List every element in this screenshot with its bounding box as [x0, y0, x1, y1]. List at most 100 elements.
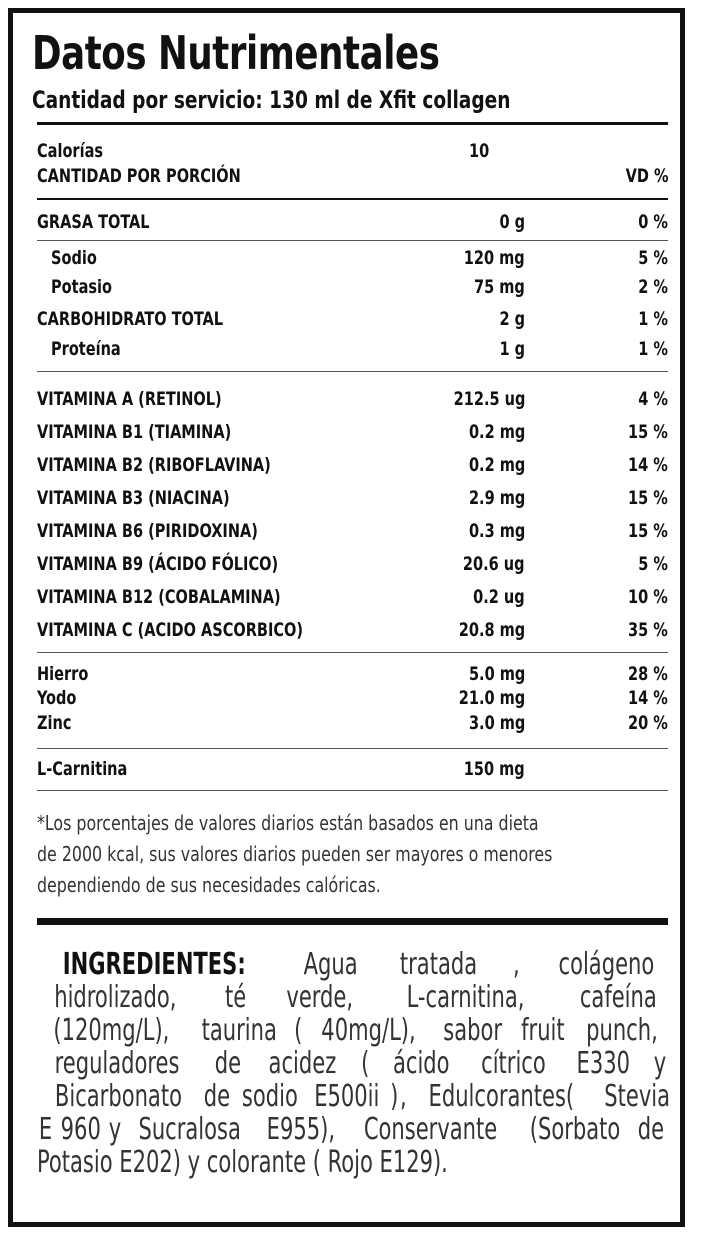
vitamin-percent: 15 %	[628, 520, 668, 542]
nutrient-percent: 1 %	[638, 308, 668, 330]
ingredient-word: Bicarbonato	[54, 1079, 182, 1114]
nutrient-row: Sodio 120 mg 5 %	[37, 246, 668, 270]
ingredients-line: E 960 y Sucralosa E955), Conservante (So…	[37, 1113, 668, 1146]
nutrient-name: GRASA TOTAL	[37, 211, 150, 233]
nutrient-amount: 75 mg	[474, 276, 525, 298]
mineral-name: Zinc	[37, 712, 72, 734]
ingredient-word: colágeno	[558, 947, 655, 982]
calories-label: Calorías	[37, 140, 104, 162]
vitamin-percent: 15 %	[628, 487, 668, 509]
ingredients-section: INGREDIENTES: Agua tratada , colágeno hi…	[37, 947, 670, 1180]
vitamin-row: VITAMINA C (ACIDO ASCORBICO) 20.8 mg 35 …	[37, 618, 668, 642]
nutrient-percent: 1 %	[638, 338, 668, 360]
nutrient-name: Proteína	[51, 338, 121, 360]
ingredient-word: de	[215, 1046, 242, 1081]
vitamin-amount: 2.9 mg	[468, 487, 525, 509]
ingredients-heading: INGREDIENTES:	[62, 947, 246, 982]
ingredient-word: )	[390, 1079, 399, 1114]
vitamin-amount: 0.2 ug	[473, 586, 525, 608]
ingredient-word: (120mg/L),	[53, 1013, 170, 1048]
nutrient-row: GRASA TOTAL 0 g 0 %	[37, 210, 668, 234]
ingredients-line: (120mg/L), taurina ( 40mg/L), sabor frui…	[37, 1014, 668, 1047]
vitamin-amount: 212.5 ug	[453, 388, 525, 410]
vitamin-row: VITAMINA B2 (RIBOFLAVINA) 0.2 mg 14 %	[37, 453, 668, 477]
mineral-name: Yodo	[37, 687, 77, 709]
ingredient-word: E330	[576, 1046, 631, 1081]
nutrient-row: Proteína 1 g 1 %	[37, 337, 668, 361]
carnitine-amount: 150 mg	[464, 758, 525, 780]
ingredient-word: punch,	[586, 1013, 658, 1048]
ingredient-word: cafeína	[580, 980, 658, 1015]
ingredient-word: de	[637, 1112, 665, 1147]
ingredient-word: cítrico	[481, 1046, 546, 1081]
serving-size: Cantidad por servicio: 130 ml de Xfit co…	[32, 86, 511, 114]
vitamin-row: VITAMINA B6 (PIRIDOXINA) 0.3 mg 15 %	[37, 519, 668, 543]
thick-divider	[37, 918, 668, 925]
mineral-percent: 20 %	[628, 712, 668, 734]
ingredient-word: reguladores	[54, 1046, 180, 1081]
calories-row: Calorías 10	[37, 139, 668, 163]
divider	[37, 122, 668, 125]
footnote-line: dependiendo de sus necesidades calóricas…	[37, 873, 381, 897]
vitamin-name: VITAMINA B12 (COBALAMINA)	[37, 586, 281, 608]
mineral-amount: 3.0 mg	[468, 712, 525, 734]
nutrient-percent: 5 %	[638, 247, 668, 269]
vitamin-name: VITAMINA B3 (NIACINA)	[37, 487, 230, 509]
divider	[37, 748, 668, 749]
ingredient-word: sodio	[241, 1079, 298, 1114]
mineral-row: Hierro 5.0 mg 28 %	[37, 662, 668, 686]
vitamin-amount: 0.2 mg	[468, 454, 525, 476]
ingredient-word: fruit	[521, 1013, 565, 1048]
ingredient-word: acidez	[268, 1046, 337, 1081]
portion-header-row: CANTIDAD POR PORCIÓN VD %	[37, 164, 668, 188]
vitamin-name: VITAMINA B6 (PIRIDOXINA)	[37, 520, 258, 542]
ingredient-word: verde,	[286, 980, 353, 1015]
calories-value: 10	[469, 140, 490, 162]
vitamin-name: VITAMINA A (RETINOL)	[37, 388, 222, 410]
vitamin-name: VITAMINA B2 (RIBOFLAVINA)	[37, 454, 271, 476]
nutrient-name: CARBOHIDRATO TOTAL	[37, 308, 224, 330]
vitamin-amount: 0.2 mg	[468, 421, 525, 443]
ingredient-word: (Sorbato	[529, 1112, 621, 1147]
ingredient-word: y	[109, 1112, 122, 1147]
ingredient-word: Sucralosa	[138, 1112, 242, 1147]
vitamin-percent: 15 %	[628, 421, 668, 443]
ingredient-word: té	[224, 980, 246, 1015]
ingredient-word: E500ii	[314, 1079, 380, 1114]
mineral-percent: 28 %	[628, 663, 668, 685]
carnitine-row: L-Carnitina 150 mg	[37, 757, 668, 781]
mineral-percent: 14 %	[628, 687, 668, 709]
vitamin-percent: 14 %	[628, 454, 668, 476]
vitamin-amount: 20.6 ug	[463, 553, 525, 575]
ingredient-word: Potasio E202) y colorante ( Rojo E129).	[37, 1145, 448, 1180]
footnote-line: de 2000 kcal, sus valores diarios pueden…	[37, 842, 553, 866]
vitamin-name: VITAMINA B1 (TIAMINA)	[37, 421, 232, 443]
divider	[37, 790, 668, 791]
mineral-name: Hierro	[37, 663, 89, 685]
ingredient-word: de	[203, 1079, 230, 1114]
ingredient-word: ,	[513, 947, 521, 982]
ingredient-word: ácido	[393, 1046, 450, 1081]
mineral-amount: 5.0 mg	[468, 663, 525, 685]
divider	[37, 371, 668, 372]
ingredients-line: hidrolizado, té verde, L-carnitina, cafe…	[37, 981, 668, 1014]
ingredient-word: 960	[60, 1112, 101, 1147]
divider	[37, 240, 668, 241]
ingredient-word: E955),	[266, 1112, 335, 1147]
vitamin-amount: 20.8 mg	[458, 619, 525, 641]
ingredient-word: Agua	[303, 947, 358, 982]
mineral-row: Yodo 21.0 mg 14 %	[37, 686, 668, 710]
footnote-line: *Los porcentajes de valores diarios está…	[37, 811, 539, 835]
nutrient-amount: 2 g	[499, 308, 525, 330]
vd-header: VD %	[625, 165, 668, 187]
ingredient-word: Edulcorantes(	[428, 1079, 575, 1114]
ingredient-word: L-carnitina,	[406, 980, 525, 1015]
ingredient-word: hidrolizado,	[54, 980, 177, 1015]
nutrient-name: Potasio	[51, 276, 113, 298]
nutrient-amount: 120 mg	[464, 247, 525, 269]
vitamin-name: VITAMINA C (ACIDO ASCORBICO)	[37, 619, 304, 641]
ingredient-word: taurina	[201, 1013, 277, 1048]
vitamin-name: VITAMINA B9 (ÁCIDO FÓLICO)	[37, 553, 279, 575]
nutrient-name: Sodio	[51, 247, 97, 269]
portion-header-label: CANTIDAD POR PORCIÓN	[37, 165, 241, 187]
